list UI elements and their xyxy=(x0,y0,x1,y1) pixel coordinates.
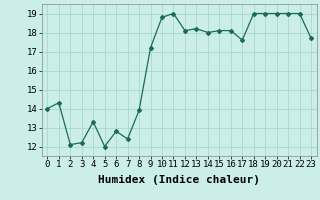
X-axis label: Humidex (Indice chaleur): Humidex (Indice chaleur) xyxy=(98,175,260,185)
